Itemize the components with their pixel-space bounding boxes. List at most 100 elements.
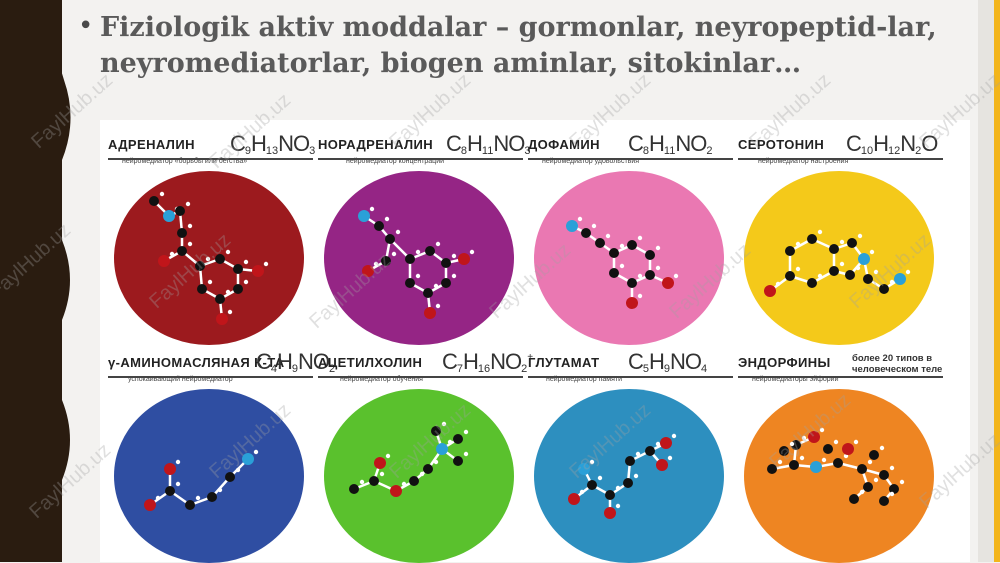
atom: [144, 499, 156, 511]
molecule-structure: [568, 433, 677, 519]
molecule-name: ЭНДОРФИНЫ: [738, 355, 831, 370]
molecule-note: более 20 типов в человеческом теле: [852, 353, 943, 375]
molecule-circle: [114, 389, 304, 563]
hydrogen-atom: [817, 273, 823, 279]
header-rule: [108, 376, 313, 378]
atom: [252, 265, 264, 277]
atom: [195, 261, 205, 271]
hydrogen-atom: [879, 445, 885, 451]
atom: [165, 486, 175, 496]
atom: [369, 476, 379, 486]
hydrogen-atom: [869, 249, 875, 255]
hydrogen-atom: [243, 259, 249, 265]
atom: [164, 463, 176, 475]
atom: [810, 461, 822, 473]
atom: [869, 450, 879, 460]
atom: [609, 268, 619, 278]
atom: [423, 288, 433, 298]
atom: [849, 494, 859, 504]
hydrogen-atom: [435, 303, 441, 309]
hydrogen-atom: [195, 495, 201, 501]
molecule-card: ДОФАМИН C8H11NO2 нейромедиатор удовольстви…: [528, 125, 736, 345]
molecule-circle: [744, 389, 934, 563]
atom: [660, 437, 672, 449]
hydrogen-atom: [243, 279, 249, 285]
atom: [436, 443, 448, 455]
hydrogen-atom: [175, 481, 181, 487]
atom: [362, 265, 374, 277]
atom: [163, 210, 175, 222]
hydrogen-atom: [867, 459, 873, 465]
title-bullet: •: [78, 11, 94, 41]
hydrogen-atom: [159, 191, 165, 197]
hydrogen-atom: [433, 283, 439, 289]
atom: [409, 476, 419, 486]
left-wave-edge: [40, 0, 71, 562]
hydrogen-atom: [187, 241, 193, 247]
atom: [845, 270, 855, 280]
molecule-circle: [324, 171, 514, 345]
atom: [645, 270, 655, 280]
header-rule: [318, 376, 523, 378]
hydrogen-atom: [463, 451, 469, 457]
hydrogen-atom: [379, 471, 385, 477]
atom: [656, 459, 668, 471]
molecule-card: ЭНДОРФИНЫ более 20 типов в человеческом т…: [738, 343, 946, 563]
atom: [858, 253, 870, 265]
hydrogen-atom: [175, 459, 181, 465]
hydrogen-atom: [225, 249, 231, 255]
atom: [390, 485, 402, 497]
hydrogen-atom: [235, 467, 241, 473]
atom: [374, 221, 384, 231]
atom: [242, 453, 254, 465]
molecule-description: нейромедиатор настроения: [758, 158, 849, 165]
hydrogen-atom: [415, 249, 421, 255]
hydrogen-atom: [905, 269, 911, 275]
hydrogen-atom: [207, 279, 213, 285]
hydrogen-atom: [899, 479, 905, 485]
atom: [349, 484, 359, 494]
hydrogen-atom: [401, 481, 407, 487]
molecule-description: нейромедиатор памяти: [546, 376, 623, 383]
molecule-name: НОРАДРЕНАЛИН: [318, 137, 434, 152]
atom: [385, 234, 395, 244]
header-rule: [318, 158, 523, 160]
hydrogen-atom: [185, 201, 191, 207]
atom: [623, 478, 633, 488]
atom: [423, 464, 433, 474]
atom: [441, 278, 451, 288]
atom: [789, 460, 799, 470]
hydrogen-atom: [795, 266, 801, 272]
molecule-circle: [324, 389, 514, 563]
atom: [185, 500, 195, 510]
molecule-structure: [767, 427, 905, 506]
molecule-card: СЕРОТОНИН C10H12N2O нейромедиатор настроен…: [738, 125, 946, 345]
atom: [578, 463, 590, 475]
atom: [381, 256, 391, 266]
hydrogen-atom: [637, 235, 643, 241]
molecule-description: нейромедиаторы эйфории: [752, 376, 839, 383]
hydrogen-atom: [187, 223, 193, 229]
hydrogen-atom: [579, 489, 585, 495]
atom: [662, 277, 674, 289]
atom: [609, 248, 619, 258]
hydrogen-atom: [821, 457, 827, 463]
atom: [595, 238, 605, 248]
atom: [823, 444, 833, 454]
hydrogen-atom: [591, 223, 597, 229]
molecule-description: нейромедиатор удовольствия: [542, 158, 640, 165]
hydrogen-atom: [227, 309, 233, 315]
hydrogen-atom: [801, 435, 807, 441]
atom: [177, 228, 187, 238]
molecule-card: γ-АМИНОМАСЛЯНАЯ К-ТА C4H9NO2 успокаивающий…: [108, 343, 335, 563]
atom: [808, 431, 820, 443]
atom: [779, 446, 789, 456]
hydrogen-atom: [637, 293, 643, 299]
molecule-structure: [349, 421, 469, 497]
atom: [568, 493, 580, 505]
molecule-card: АЦЕТИЛХОЛИН C7H16NO2+ нейромедиатор обучен…: [318, 343, 533, 563]
hydrogen-atom: [155, 495, 161, 501]
hydrogen-atom: [633, 473, 639, 479]
hydrogen-atom: [839, 239, 845, 245]
atom: [829, 266, 839, 276]
